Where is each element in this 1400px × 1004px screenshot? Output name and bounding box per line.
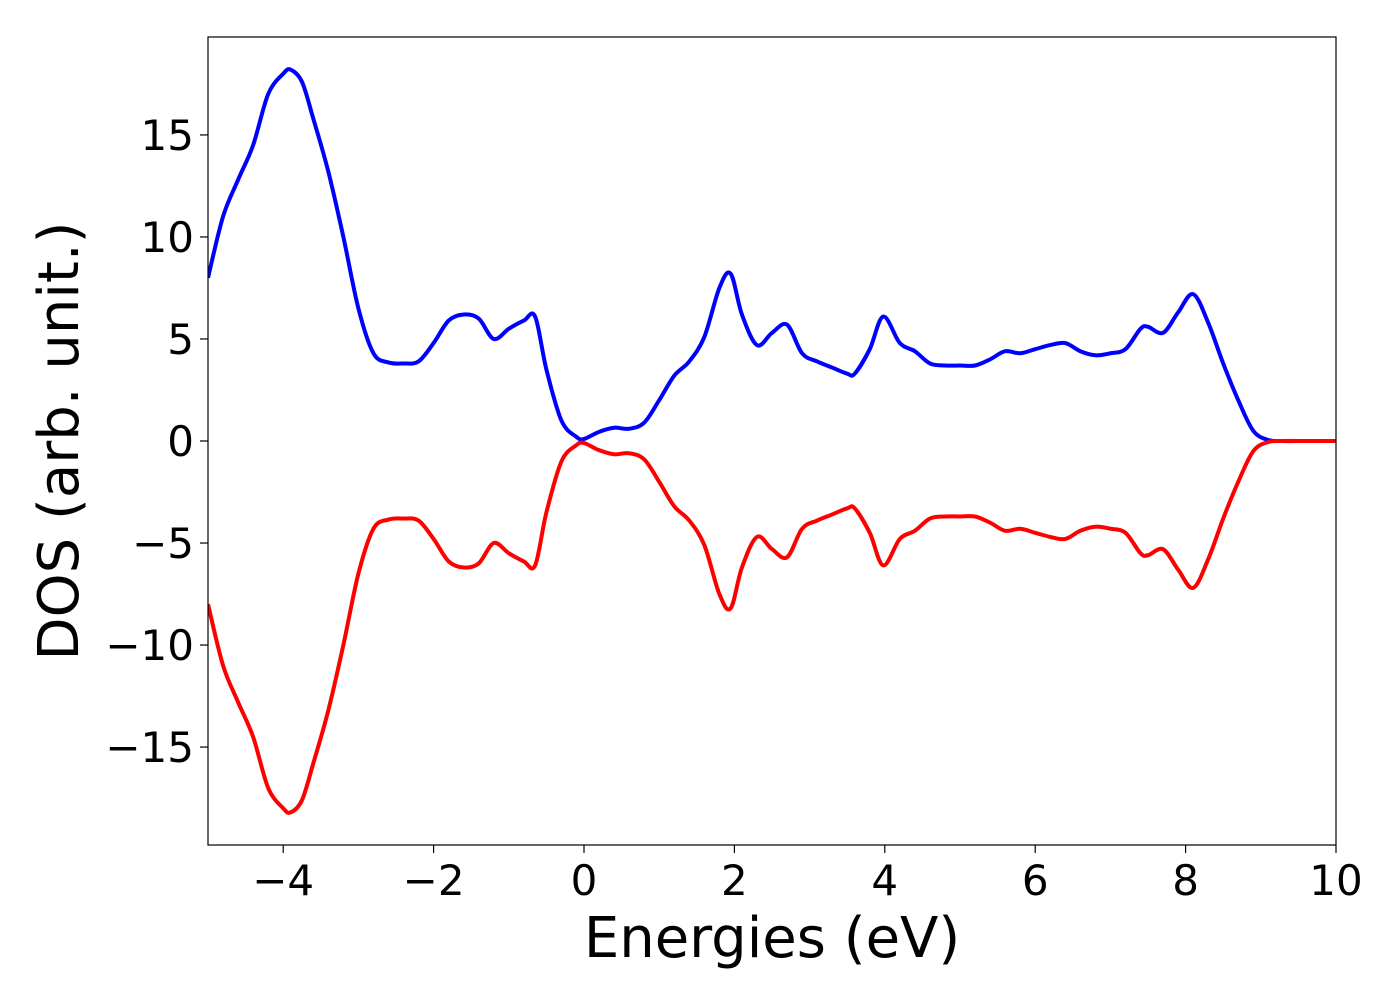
y-axis: −15 −10 −5 0 5 10 15 <box>105 111 208 772</box>
plot-frame <box>207 36 1337 846</box>
x-tick-label: 6 <box>1022 856 1049 905</box>
spin-down-dos-line <box>208 438 1336 815</box>
x-tick-label: 2 <box>721 856 748 905</box>
y-tick-label: 0 <box>167 417 194 466</box>
spin-up-dos-line <box>208 67 1336 444</box>
y-tick-label: −10 <box>105 621 194 670</box>
x-axis: −4 −2 0 2 4 6 8 10 <box>252 845 1363 905</box>
y-tick-label: −5 <box>132 519 194 568</box>
x-tick-label: 10 <box>1309 856 1362 905</box>
x-tick-label: 0 <box>571 856 598 905</box>
x-tick-label: −2 <box>403 856 465 905</box>
x-tick-label: −4 <box>252 856 314 905</box>
x-axis-label: Energies (eV) <box>584 906 960 971</box>
y-tick-label: −15 <box>105 723 194 772</box>
y-tick-label: 15 <box>141 111 194 160</box>
x-tick-label: 4 <box>871 856 898 905</box>
y-axis-label: DOS (arb. unit.) <box>27 221 92 660</box>
series-layer <box>208 67 1336 815</box>
y-tick-label: 10 <box>141 213 194 262</box>
x-tick-label: 8 <box>1172 856 1199 905</box>
y-tick-label: 5 <box>167 315 194 364</box>
